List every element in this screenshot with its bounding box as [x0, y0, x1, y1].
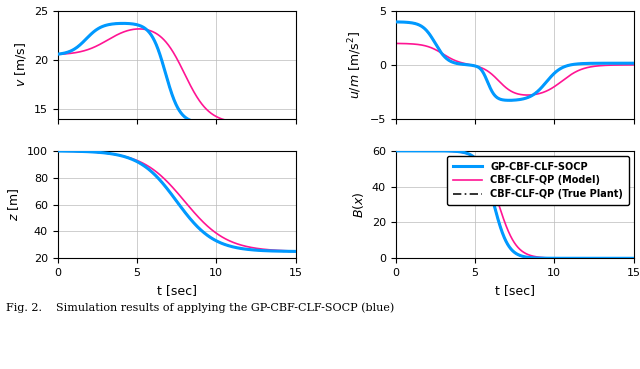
Y-axis label: $v\ \mathrm{[m/s]}$: $v\ \mathrm{[m/s]}$ [13, 42, 28, 87]
Text: Fig. 2.    Simulation results of applying the GP-CBF-CLF-SOCP (blue): Fig. 2. Simulation results of applying t… [6, 303, 395, 313]
Y-axis label: $B(x)$: $B(x)$ [351, 191, 366, 218]
Y-axis label: $z\ \mathrm{[m]}$: $z\ \mathrm{[m]}$ [6, 188, 21, 221]
Y-axis label: $u/m\ \mathrm{[m/s^2]}$: $u/m\ \mathrm{[m/s^2]}$ [346, 31, 364, 99]
X-axis label: t [sec]: t [sec] [157, 284, 196, 297]
Legend: GP-CBF-CLF-SOCP, CBF-CLF-QP (Model), CBF-CLF-QP (True Plant): GP-CBF-CLF-SOCP, CBF-CLF-QP (Model), CBF… [447, 156, 628, 205]
X-axis label: t [sec]: t [sec] [495, 284, 534, 297]
